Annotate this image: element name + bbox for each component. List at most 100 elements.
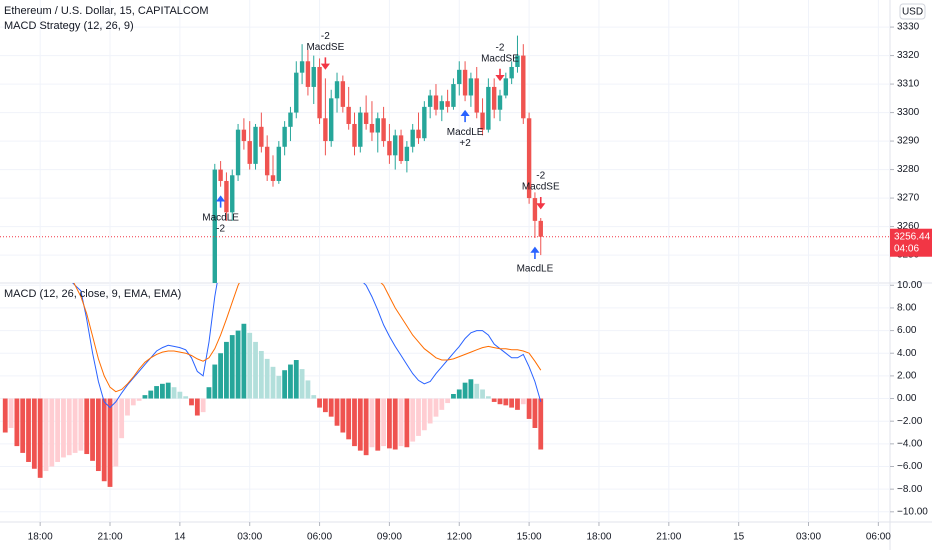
candle-body [445,101,450,107]
currency-button[interactable] [899,3,926,20]
x-tick-label: 21:00 [97,532,122,543]
histogram-bar [2,398,8,433]
y-tick-label: −6.00 [897,461,923,472]
histogram-bar [229,335,235,399]
histogram-bar [532,398,538,428]
y-tick-label: 3320 [897,50,920,61]
histogram-bar [61,398,66,458]
histogram-bar [346,398,352,440]
histogram-bar [160,383,165,399]
histogram-bar [136,398,142,401]
candle-body [521,55,526,119]
signal-label: MacdSE [481,53,519,64]
histogram-bar [433,398,439,417]
histogram-bar [474,383,480,399]
candle-body [270,175,276,181]
histogram-bar [101,398,107,482]
histogram-bar [253,341,258,399]
histogram-bar [503,398,509,406]
candle-body [329,98,334,142]
last-price-label: 3256.44 [894,231,931,242]
histogram-bar [218,353,224,399]
candle-body [294,72,299,113]
signal-arrow [320,57,330,70]
y-tick-label: 0.00 [897,393,917,404]
candle-body [526,118,532,199]
symbol-title: Ethereum / U.S. Dollar, 15, CAPITALCOM [4,5,209,17]
x-tick-label: 18:00 [586,532,611,543]
y-tick-label: −4.00 [897,438,923,449]
histogram-bar [90,398,95,461]
histogram-bar [200,398,206,413]
histogram-bar [427,398,433,424]
candle-body [369,123,375,133]
histogram-bar [14,398,20,447]
histogram-bar [392,398,398,450]
histogram-bar [509,398,515,408]
x-tick-label: 21:00 [656,532,681,543]
y-tick-label: −2.00 [897,416,923,427]
histogram-bar [357,398,363,451]
signal-arrow [495,68,505,82]
histogram-bar [317,398,322,408]
histogram-bar [311,395,317,399]
y-tick-label: 3290 [897,136,920,147]
histogram-bar [497,398,503,405]
candle-body [451,84,456,107]
candle-body [282,126,287,147]
currency-label[interactable]: USD [902,7,923,18]
histogram-bar [119,398,125,439]
candle-body [491,86,497,110]
histogram-bar [224,341,229,399]
candle-body [410,129,415,147]
signal-label: MacdSE [522,182,560,193]
y-tick-label: −8.00 [897,484,923,495]
histogram-bar [352,398,357,447]
histogram-bar [369,398,375,448]
candle-body [363,112,369,124]
candle-body [462,69,468,96]
histogram-bar [416,398,421,436]
candle-body [457,69,462,85]
countdown-label: 04:06 [894,243,919,254]
y-tick-label: 3330 [897,22,920,33]
candle-body [404,146,410,162]
histogram-bar [258,350,264,399]
y-tick-label: 3270 [897,193,920,204]
signal-label: -2 [496,42,505,53]
histogram-bar [72,398,78,453]
histogram-bar [276,375,282,399]
y-tick-label: 6.00 [897,325,917,336]
histogram-bar [480,389,485,399]
histogram-bar [264,358,270,399]
histogram-bar [270,366,276,399]
candle-body [259,126,264,147]
histogram-bar [520,398,526,405]
histogram-bar [375,398,381,451]
candle-body [299,61,305,73]
candle-body [439,101,444,110]
signal-label: -2 [321,31,330,42]
histogram-bar [485,396,491,399]
histogram-bar [381,398,386,447]
candle-body [235,129,241,176]
histogram-bar [212,364,218,399]
x-tick-label: 06:00 [307,532,332,543]
candle-body [480,112,485,130]
candle-body [468,78,474,96]
signal-label: MacdLE [447,127,484,138]
y-tick-label: −10.00 [897,506,928,517]
histogram-bar [462,382,468,399]
histogram-bar [148,390,154,399]
x-tick-label: 03:00 [796,532,821,543]
histogram-bar [241,323,247,399]
histogram-bar [340,398,346,433]
candle-body [253,126,258,164]
histogram-bar [125,398,130,416]
histogram-bar [189,398,194,406]
candle-body [509,66,514,79]
histogram-bar [451,394,456,399]
histogram-bar [288,364,293,399]
